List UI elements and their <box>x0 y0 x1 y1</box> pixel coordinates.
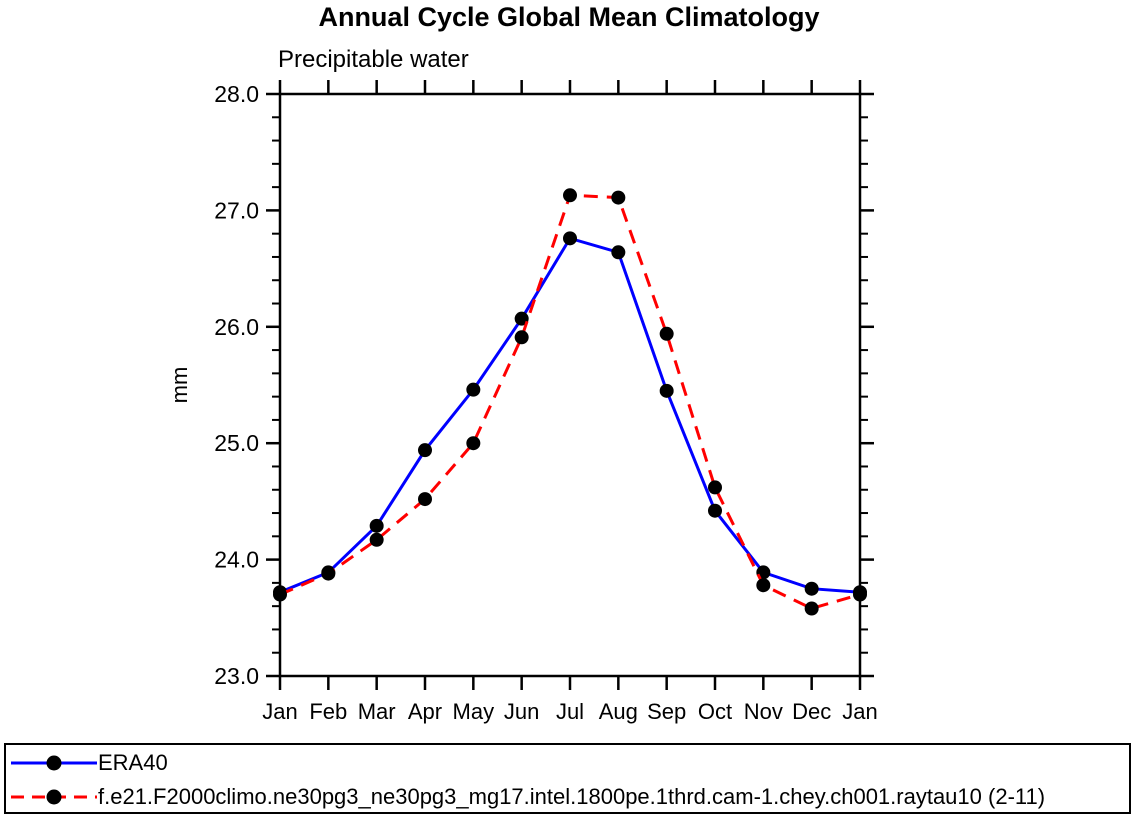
series-1-marker <box>514 330 529 345</box>
series-1-marker <box>611 190 626 205</box>
series-0-marker <box>659 383 674 398</box>
series-line-0 <box>279 236 861 594</box>
y-tick-label: 28.0 <box>214 81 259 107</box>
series-0-marker <box>708 503 722 518</box>
x-tick-label: Jan <box>842 699 877 724</box>
legend-item-model-run: f.e21.F2000climo.ne30pg3_ne30pg3_mg17.in… <box>10 783 1045 811</box>
series-line-1 <box>279 193 861 611</box>
chart-subtitle: Precipitable water <box>278 46 469 73</box>
y-tick-label: 24.0 <box>214 547 259 573</box>
x-tick-label: Jul <box>556 699 584 724</box>
series-1-marker <box>756 578 771 593</box>
series-1-marker <box>563 188 577 203</box>
x-tick-label: Dec <box>792 699 831 724</box>
y-tick-label: 23.0 <box>214 663 259 689</box>
legend-label-era40: ERA40 <box>98 750 168 775</box>
series-1-marker <box>369 532 384 547</box>
line-chart-svg: Jan Feb Mar Apr May Jun Jul Aug Sep Oct Nov Dec Jan2… <box>167 80 878 724</box>
series-1-marker <box>708 480 722 495</box>
legend-label-model-run: f.e21.F2000climo.ne30pg3_ne30pg3_mg17.in… <box>98 784 1046 809</box>
series-1-marker <box>466 436 481 451</box>
legend-line-sample-solid <box>11 755 97 771</box>
y-axis-label: mm <box>167 367 192 404</box>
series-1-marker <box>273 587 287 602</box>
x-tick-label: Aug <box>599 699 638 724</box>
series-0-marker <box>804 581 819 596</box>
legend-box: ERA40 f.e21.F2000climo.ne30pg3_ne30pg3_m… <box>4 743 1131 814</box>
legend-line-sample-dashed <box>11 789 97 805</box>
x-tick-label: Sep <box>647 699 686 724</box>
series-0-marker <box>514 311 529 326</box>
y-tick-label: 25.0 <box>214 430 259 456</box>
x-tick-label: Nov <box>744 699 783 724</box>
series-0-marker <box>369 518 384 533</box>
x-tick-label: Apr <box>408 699 442 724</box>
x-tick-label: Jan <box>262 699 297 724</box>
series-1-marker <box>321 566 336 581</box>
series-1-marker <box>418 492 432 507</box>
legend-item-era40: ERA40 <box>10 749 168 777</box>
series-0-marker <box>611 245 626 260</box>
series-0-marker <box>466 382 481 397</box>
y-tick-label: 27.0 <box>214 197 259 223</box>
x-tick-label: Jun <box>504 699 539 724</box>
x-tick-label: Mar <box>358 699 396 724</box>
x-tick-label: Feb <box>309 699 347 724</box>
series-1-marker <box>804 601 819 616</box>
series-1-marker <box>853 587 867 602</box>
x-tick-label: Oct <box>698 699 732 724</box>
chart-title: Annual Cycle Global Mean Climatology <box>318 2 820 32</box>
series-0-marker <box>563 231 577 246</box>
x-tick-label: May <box>453 699 495 724</box>
y-tick-label: 26.0 <box>214 314 259 340</box>
series-1-marker <box>659 326 674 341</box>
series-0-marker <box>418 443 432 458</box>
plot-frame <box>278 92 862 678</box>
